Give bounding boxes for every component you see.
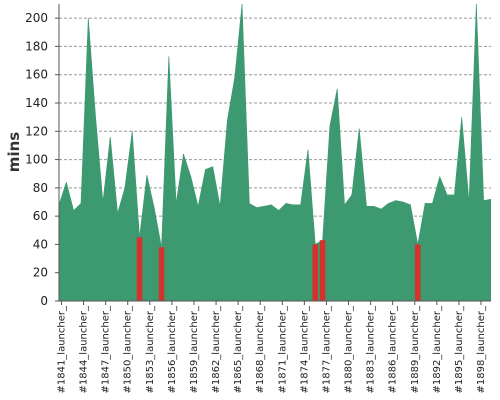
y-tick-label: 200 (25, 11, 48, 25)
area-segment (146, 175, 155, 301)
area-segment (358, 128, 367, 301)
x-tick-label: #1853_launcher_ (145, 305, 156, 394)
axes (58, 4, 491, 302)
area-segment (476, 4, 484, 301)
y-tick-label: 60 (33, 209, 48, 223)
x-tick-label: #1892_launcher_ (432, 305, 443, 394)
area-segment (336, 88, 345, 301)
x-axis-ticks: #1841_launcher_ #1844_launcher_ #1847_laun… (57, 301, 487, 394)
area-segment (168, 56, 177, 301)
area-segment (212, 166, 221, 301)
area-segment (293, 204, 301, 301)
area-segment (205, 166, 214, 301)
failed-build-bar (136, 237, 143, 301)
area-segment (227, 77, 236, 301)
x-tick-label: #1895_launcher_ (454, 305, 465, 394)
area-segment (446, 194, 455, 301)
area-segment (461, 117, 470, 301)
area-segment (344, 194, 353, 301)
area-segment (117, 187, 126, 301)
area-segment (380, 202, 389, 301)
failed-build-bar (312, 244, 319, 301)
y-tick-label: 140 (25, 96, 48, 110)
area-segment (329, 88, 338, 301)
area-segment (73, 202, 82, 301)
area-segment (454, 117, 463, 301)
area-segment (285, 203, 294, 301)
y-tick-label: 80 (33, 181, 48, 195)
y-tick-label: 180 (25, 39, 48, 53)
area-segment (249, 202, 257, 301)
area-segment (241, 4, 250, 301)
area-segment (219, 119, 228, 301)
area-segment (183, 153, 192, 301)
area-segment (402, 201, 411, 301)
x-tick-label: #1847_launcher_ (101, 305, 112, 394)
area-segment (373, 205, 382, 301)
x-tick-label: #1886_launcher_ (388, 305, 399, 394)
x-tick-label: #1850_launcher_ (123, 305, 134, 394)
area-segment (351, 128, 360, 301)
area-segment (80, 18, 89, 301)
y-axis-ticks: 0 20 40 60 80 100 120 140 160 180 200 (25, 11, 59, 308)
area-segment (468, 4, 477, 301)
x-tick-label: #1898_launcher_ (476, 305, 487, 394)
failed-build-bar (414, 244, 421, 301)
area-segment (439, 176, 448, 301)
y-axis-label: mins (5, 132, 23, 172)
area-segment (102, 136, 111, 301)
area-segment (300, 149, 309, 301)
area-segment (124, 131, 133, 301)
area-segment (256, 205, 265, 301)
area-segment (271, 204, 279, 301)
x-tick-label: #1877_launcher_ (321, 305, 332, 394)
area-segment (87, 18, 96, 301)
y-tick-label: 160 (25, 68, 48, 82)
x-tick-label: #1841_launcher_ (57, 305, 68, 394)
x-tick-label: #1874_launcher_ (299, 305, 310, 394)
failed-build-bar (319, 240, 326, 301)
area-segment (424, 203, 433, 301)
x-tick-label: #1868_launcher_ (255, 305, 266, 394)
area-segment (175, 153, 184, 301)
x-tick-label: #1883_launcher_ (366, 305, 377, 394)
area-segment (59, 182, 67, 301)
x-tick-label: #1889_launcher_ (410, 305, 421, 394)
area-segment (190, 176, 199, 301)
y-tick-label: 100 (25, 153, 48, 167)
area-segment (366, 205, 375, 301)
area-segment (197, 169, 206, 301)
area-segment (95, 117, 104, 301)
x-tick-label: #1862_launcher_ (211, 305, 222, 394)
x-tick-label: #1880_launcher_ (344, 305, 355, 394)
area-segment (395, 200, 404, 301)
area-segment (483, 198, 491, 301)
x-tick-label: #1844_launcher_ (79, 305, 90, 394)
area-segment (263, 204, 272, 301)
y-tick-label: 40 (33, 237, 48, 251)
y-tick-label: 20 (33, 266, 48, 280)
area-segment (388, 200, 397, 301)
x-tick-label: #1859_launcher_ (189, 305, 200, 394)
area-segment (66, 182, 74, 301)
area-series (59, 4, 491, 301)
x-tick-label: #1865_launcher_ (233, 305, 244, 394)
area-segment (234, 4, 243, 301)
y-tick-label: 120 (25, 124, 48, 138)
y-tick-label: 0 (40, 294, 48, 308)
x-tick-label: #1871_launcher_ (277, 305, 288, 394)
area-segment (432, 176, 441, 301)
failed-build-bar (158, 247, 165, 301)
area-segment (109, 136, 118, 301)
area-segment (278, 202, 287, 301)
x-tick-label: #1856_launcher_ (167, 305, 178, 394)
